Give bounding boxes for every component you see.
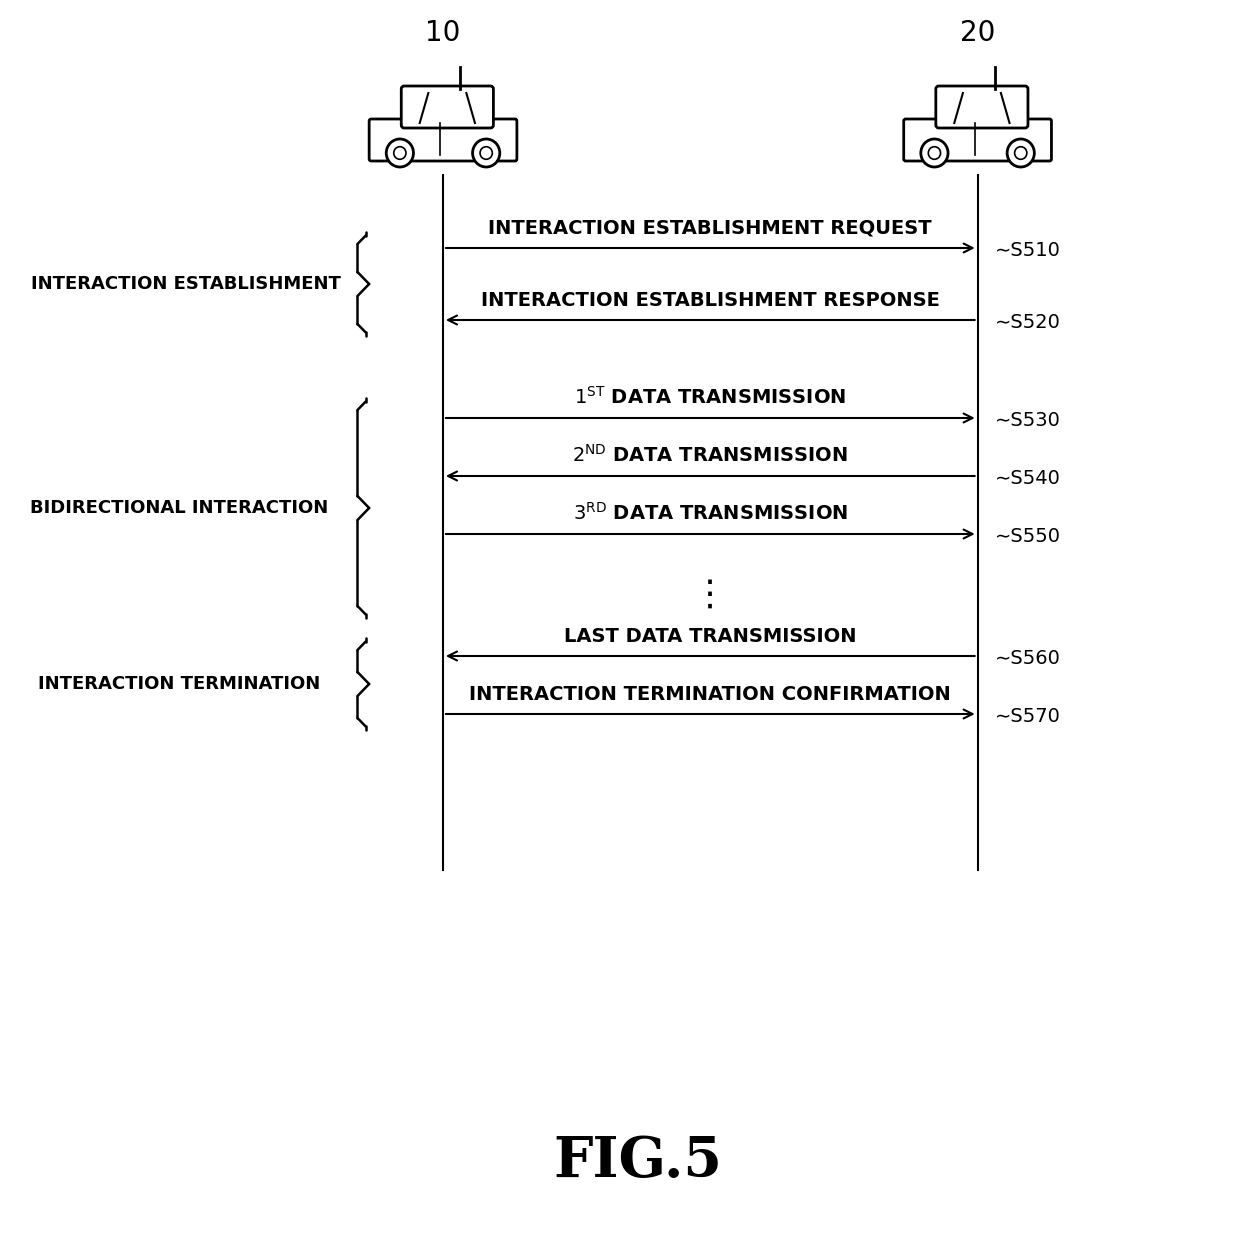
Text: LAST DATA TRANSMISSION: LAST DATA TRANSMISSION <box>564 627 857 646</box>
Circle shape <box>387 139 413 167</box>
Text: INTERACTION TERMINATION: INTERACTION TERMINATION <box>37 675 320 694</box>
FancyBboxPatch shape <box>370 119 517 162</box>
Circle shape <box>921 139 949 167</box>
Text: ∼S570: ∼S570 <box>994 706 1061 725</box>
FancyBboxPatch shape <box>936 86 1028 128</box>
FancyBboxPatch shape <box>904 119 1052 162</box>
Text: ∼S540: ∼S540 <box>994 468 1061 487</box>
Text: ∼S510: ∼S510 <box>994 240 1061 259</box>
Circle shape <box>394 146 405 159</box>
Text: ∼S560: ∼S560 <box>994 649 1061 667</box>
Text: 20: 20 <box>960 19 996 48</box>
Text: 10: 10 <box>425 19 461 48</box>
Text: ∼S530: ∼S530 <box>994 411 1061 429</box>
Text: INTERACTION ESTABLISHMENT: INTERACTION ESTABLISHMENT <box>31 275 341 293</box>
Text: BIDIRECTIONAL INTERACTION: BIDIRECTIONAL INTERACTION <box>30 500 327 517</box>
Text: FIG.5: FIG.5 <box>553 1134 722 1189</box>
Text: $2^{\mathsf{ND}}$ DATA TRANSMISSION: $2^{\mathsf{ND}}$ DATA TRANSMISSION <box>573 444 848 466</box>
Circle shape <box>1007 139 1034 167</box>
Text: INTERACTION TERMINATION CONFIRMATION: INTERACTION TERMINATION CONFIRMATION <box>470 685 951 704</box>
Text: ⋮: ⋮ <box>692 578 728 612</box>
Circle shape <box>480 146 492 159</box>
Circle shape <box>472 139 500 167</box>
Circle shape <box>929 146 941 159</box>
Text: INTERACTION ESTABLISHMENT RESPONSE: INTERACTION ESTABLISHMENT RESPONSE <box>481 290 940 310</box>
Text: $3^{\mathsf{RD}}$ DATA TRANSMISSION: $3^{\mathsf{RD}}$ DATA TRANSMISSION <box>573 502 848 525</box>
Text: INTERACTION ESTABLISHMENT REQUEST: INTERACTION ESTABLISHMENT REQUEST <box>489 219 932 238</box>
FancyBboxPatch shape <box>402 86 494 128</box>
Circle shape <box>1014 146 1027 159</box>
Text: $1^{\mathsf{ST}}$ DATA TRANSMISSION: $1^{\mathsf{ST}}$ DATA TRANSMISSION <box>574 386 847 408</box>
Text: ∼S520: ∼S520 <box>994 313 1061 332</box>
Text: ∼S550: ∼S550 <box>994 527 1061 546</box>
